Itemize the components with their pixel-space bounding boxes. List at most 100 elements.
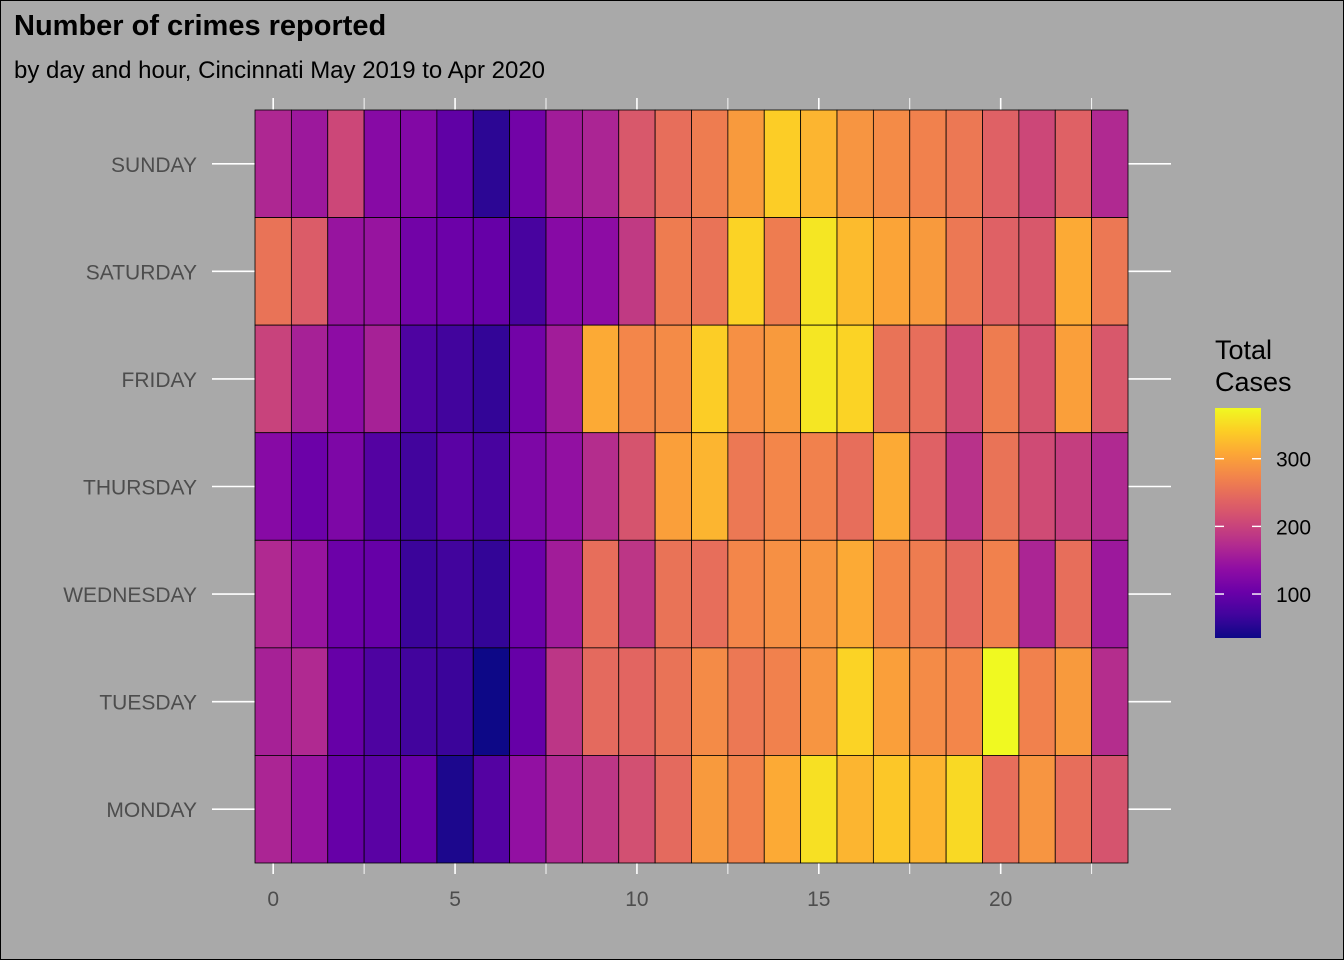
heatmap-cell (982, 539, 1020, 649)
heatmap-cell (618, 324, 656, 434)
heatmap-cell (472, 539, 511, 649)
heatmap-cell (254, 647, 292, 756)
heatmap-cell (290, 432, 329, 541)
heatmap-cell (254, 755, 292, 864)
heatmap-cell (909, 647, 947, 756)
heatmap-cell (872, 539, 911, 649)
heatmap-cell (1054, 217, 1093, 326)
heatmap-cell (1091, 324, 1129, 434)
heatmap-cell (872, 432, 911, 541)
x-tick-label: 5 (449, 888, 461, 911)
y-tick-label: FRIDAY (122, 369, 197, 392)
heatmap-cell (436, 324, 474, 434)
heatmap-cell (509, 647, 547, 756)
heatmap-cell (400, 109, 438, 218)
heatmap-cell (909, 217, 947, 326)
heatmap-cell (581, 755, 620, 864)
y-tick-label: MONDAY (106, 799, 197, 822)
heatmap-cell (836, 647, 874, 756)
heatmap-cell (945, 324, 983, 434)
heatmap-cell (727, 539, 765, 649)
heatmap-cell (618, 647, 656, 756)
heatmap-cell (654, 324, 692, 434)
heatmap-cell (800, 647, 838, 756)
heatmap-cell (290, 647, 329, 756)
heatmap-cell (982, 109, 1020, 218)
heatmap-cell (327, 755, 365, 864)
heatmap-cell (836, 432, 874, 541)
legend-tick-label: 300 (1276, 449, 1311, 472)
heatmap-cell (727, 109, 765, 218)
heatmap-cell (654, 755, 692, 864)
heatmap-cell (982, 432, 1020, 541)
heatmap-cell (727, 217, 765, 326)
heatmap-cell (472, 217, 511, 326)
heatmap-cell (472, 432, 511, 541)
heatmap-cell (691, 539, 729, 649)
heatmap-cell (909, 324, 947, 434)
heatmap-cell (1018, 647, 1056, 756)
heatmap-cell (327, 324, 365, 434)
heatmap-cell (1054, 324, 1093, 434)
heatmap-cell (800, 109, 838, 218)
heatmap-cell (545, 324, 583, 434)
heatmap-cell (1054, 755, 1093, 864)
heatmap-cell (618, 217, 656, 326)
heatmap-cell (618, 109, 656, 218)
heatmap-cell (254, 217, 292, 326)
heatmap-cell (872, 755, 911, 864)
heatmap-cell (945, 217, 983, 326)
heatmap-cell (400, 324, 438, 434)
heatmap-cell (800, 432, 838, 541)
heatmap-cell (545, 109, 583, 218)
heatmap-cell (836, 755, 874, 864)
heatmap-cell (509, 432, 547, 541)
heatmap-cell (581, 432, 620, 541)
heatmap-cell (763, 647, 802, 756)
heatmap-cell (1018, 755, 1056, 864)
heatmap-cell (872, 109, 911, 218)
heatmap-cell (654, 109, 692, 218)
heatmap-cell (436, 647, 474, 756)
heatmap-cell (581, 539, 620, 649)
heatmap-cell (1091, 539, 1129, 649)
legend-colorbar (1215, 408, 1261, 638)
legend-title: Total (1215, 335, 1272, 365)
heatmap-cell (691, 324, 729, 434)
heatmap-cell (545, 647, 583, 756)
heatmap-cell (763, 755, 802, 864)
heatmap-cell (1018, 432, 1056, 541)
heatmap-cell (763, 432, 802, 541)
heatmap-cell (400, 755, 438, 864)
x-tick-label: 20 (989, 888, 1012, 911)
heatmap-cell (363, 324, 401, 434)
heatmap-cell (618, 755, 656, 864)
heatmap-cell (909, 755, 947, 864)
heatmap-cell (1054, 539, 1093, 649)
heatmap-cell (945, 432, 983, 541)
heatmap-cell (1091, 755, 1129, 864)
heatmap-cell (763, 217, 802, 326)
heatmap-cell (691, 217, 729, 326)
heatmap-cell (1054, 647, 1093, 756)
heatmap-cell (836, 324, 874, 434)
heatmap-cell (254, 324, 292, 434)
heatmap-cell (618, 432, 656, 541)
heatmap-cell (290, 109, 329, 218)
heatmap-cell (1018, 217, 1056, 326)
heatmap-cell (363, 539, 401, 649)
heatmap-cell (327, 109, 365, 218)
heatmap-cell (509, 109, 547, 218)
heatmap-cell (1018, 324, 1056, 434)
heatmap-cell (727, 432, 765, 541)
heatmap-cell (1091, 432, 1129, 541)
heatmap-cell (909, 432, 947, 541)
heatmap-cell (982, 755, 1020, 864)
heatmap-cell (945, 109, 983, 218)
heatmap-cell (400, 217, 438, 326)
heatmap-cell (327, 647, 365, 756)
heatmap-cell (472, 109, 511, 218)
heatmap-cell (1091, 217, 1129, 326)
y-tick-label: TUESDAY (99, 692, 197, 715)
